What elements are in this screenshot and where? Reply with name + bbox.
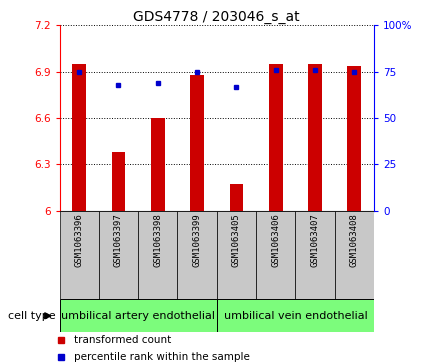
Text: umbilical artery endothelial: umbilical artery endothelial bbox=[61, 311, 215, 321]
Text: GSM1063399: GSM1063399 bbox=[193, 213, 201, 267]
Bar bbox=[295, 211, 335, 299]
Bar bbox=[217, 299, 374, 332]
Text: GSM1063407: GSM1063407 bbox=[311, 213, 320, 267]
Bar bbox=[99, 211, 138, 299]
Text: transformed count: transformed count bbox=[74, 335, 171, 345]
Bar bbox=[72, 64, 86, 211]
Bar bbox=[60, 211, 99, 299]
Text: cell type: cell type bbox=[8, 311, 55, 321]
Text: umbilical vein endothelial: umbilical vein endothelial bbox=[224, 311, 367, 321]
Bar bbox=[60, 299, 217, 332]
Bar bbox=[335, 211, 374, 299]
Bar bbox=[112, 152, 125, 211]
Text: GSM1063398: GSM1063398 bbox=[153, 213, 162, 267]
Bar bbox=[269, 64, 283, 211]
Bar bbox=[151, 118, 164, 211]
Bar bbox=[348, 66, 361, 211]
Text: percentile rank within the sample: percentile rank within the sample bbox=[74, 352, 250, 362]
Bar bbox=[308, 64, 322, 211]
Text: GSM1063406: GSM1063406 bbox=[271, 213, 280, 267]
Text: GSM1063396: GSM1063396 bbox=[75, 213, 84, 267]
Bar bbox=[217, 211, 256, 299]
Bar bbox=[230, 184, 243, 211]
Bar bbox=[178, 211, 217, 299]
Text: GSM1063397: GSM1063397 bbox=[114, 213, 123, 267]
Bar bbox=[190, 75, 204, 211]
Text: GSM1063405: GSM1063405 bbox=[232, 213, 241, 267]
Title: GDS4778 / 203046_s_at: GDS4778 / 203046_s_at bbox=[133, 11, 300, 24]
Bar bbox=[256, 211, 295, 299]
Text: GSM1063408: GSM1063408 bbox=[350, 213, 359, 267]
Bar bbox=[138, 211, 178, 299]
